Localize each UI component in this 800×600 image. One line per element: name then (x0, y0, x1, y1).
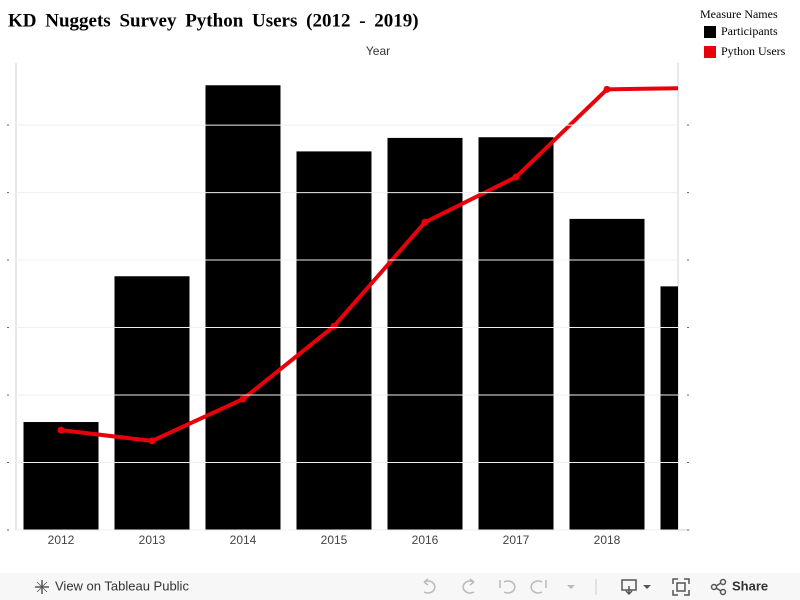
share-button[interactable]: Share (732, 578, 768, 593)
bar (569, 218, 645, 530)
tableau-icon[interactable] (35, 580, 49, 594)
line-point (421, 218, 429, 226)
legend-swatch (704, 46, 716, 58)
x-header: Year (366, 44, 390, 58)
line-point (57, 426, 65, 434)
view-link[interactable]: View on Tableau Public (55, 578, 189, 593)
dropdown[interactable] (643, 585, 651, 589)
plot-area (23, 84, 702, 530)
bar (478, 137, 554, 530)
x-tick-label: 2017 (503, 533, 530, 547)
legend-label: Participants (721, 24, 778, 38)
x-tick-label: 2018 (594, 533, 621, 547)
x-tick-label: 2012 (48, 533, 75, 547)
bar (114, 276, 190, 530)
x-tick-label: 2014 (230, 533, 257, 547)
x-tick-label: 2015 (321, 533, 348, 547)
share-icon[interactable] (710, 578, 727, 596)
download-button[interactable] (621, 579, 637, 596)
bar (660, 286, 678, 530)
legend-title: Measure Names (700, 7, 778, 21)
history-buttons[interactable] (423, 578, 547, 594)
dropdown[interactable] (567, 585, 575, 589)
line-point (148, 437, 156, 445)
legend-label: Python Users (721, 44, 786, 58)
chart-title: KD Nuggets Survey Python Users (2012 - 2… (8, 10, 419, 31)
line-point (695, 84, 702, 91)
x-tick-label: 2013 (139, 533, 166, 547)
toolbar (0, 573, 800, 600)
bar (205, 85, 281, 530)
line-point (239, 395, 247, 403)
x-tick-label: 2016 (412, 533, 439, 547)
line-point (603, 85, 611, 93)
legend-swatch (704, 26, 716, 38)
fullscreen-button[interactable] (672, 578, 690, 596)
bar (296, 151, 372, 530)
bar (387, 137, 463, 530)
line-point (512, 173, 520, 181)
bar (23, 422, 99, 530)
line (60, 86, 678, 443)
line-point (330, 322, 338, 330)
